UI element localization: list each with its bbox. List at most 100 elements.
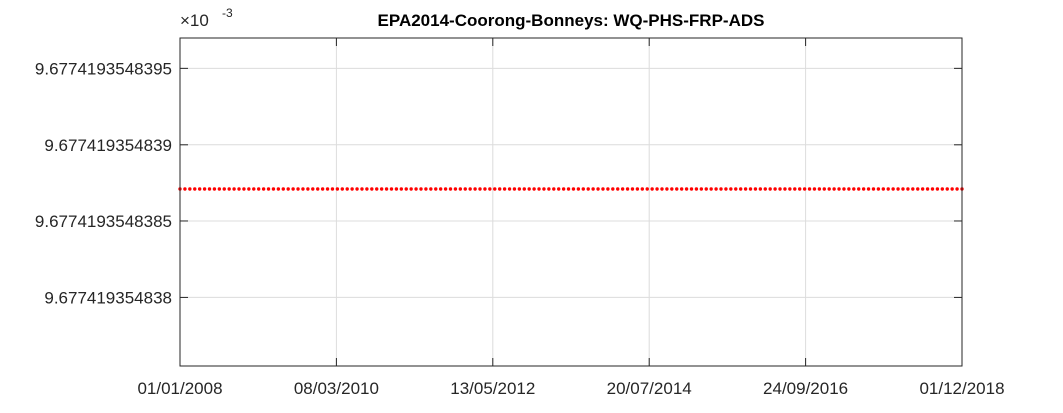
x-tick-label: 01/01/2008	[137, 379, 222, 398]
data-point	[758, 187, 763, 191]
data-point	[360, 187, 364, 191]
data-point	[689, 187, 694, 191]
data-point	[522, 187, 526, 191]
data-point	[620, 187, 625, 191]
data-point	[561, 187, 566, 191]
data-point	[261, 187, 266, 191]
data-point	[394, 187, 399, 191]
data-point	[193, 187, 197, 191]
data-point	[930, 187, 935, 191]
data-point	[788, 187, 792, 191]
data-point	[699, 187, 704, 191]
data-point	[202, 187, 207, 191]
data-point	[271, 187, 276, 191]
data-point	[237, 187, 241, 191]
data-point	[763, 187, 767, 191]
data-point	[281, 187, 285, 191]
data-point	[596, 187, 600, 191]
data-point	[384, 187, 389, 191]
x-tick-label: 13/05/2012	[450, 379, 535, 398]
data-point	[601, 187, 605, 191]
data-point	[311, 187, 315, 191]
data-point	[473, 187, 477, 191]
data-point	[920, 187, 925, 191]
data-point	[714, 187, 718, 191]
data-point	[709, 187, 713, 191]
data-point	[414, 187, 418, 191]
data-point	[532, 187, 536, 191]
data-point	[379, 187, 384, 191]
data-point	[291, 187, 295, 191]
data-point	[591, 187, 595, 191]
data-point	[340, 187, 345, 191]
data-point	[438, 187, 443, 191]
data-point	[861, 187, 866, 191]
data-point	[183, 187, 187, 191]
data-point	[483, 187, 487, 191]
data-point	[547, 187, 551, 191]
y-tick-label: 9.677419354838	[44, 288, 172, 307]
y-tick-label: 9.6774193548385	[35, 212, 172, 231]
data-point	[389, 187, 394, 191]
data-point	[502, 187, 507, 191]
data-point	[881, 187, 886, 191]
data-point	[207, 187, 212, 191]
data-point	[581, 187, 585, 191]
data-point	[247, 187, 251, 191]
series-layer	[178, 187, 964, 191]
data-point	[566, 187, 571, 191]
x-tick-label: 24/09/2016	[763, 379, 848, 398]
data-point	[355, 187, 359, 191]
data-point	[301, 187, 305, 191]
data-point	[527, 187, 531, 191]
data-point	[453, 187, 458, 191]
data-point	[493, 187, 497, 191]
data-point	[852, 187, 856, 191]
data-point	[940, 187, 945, 191]
data-point	[645, 187, 649, 191]
data-point	[429, 187, 433, 191]
data-point	[419, 187, 423, 191]
data-point	[227, 187, 231, 191]
data-point	[286, 187, 290, 191]
data-point	[468, 187, 472, 191]
data-point	[557, 187, 561, 191]
data-point	[655, 187, 659, 191]
data-point	[552, 187, 556, 191]
data-point	[743, 187, 748, 191]
data-point	[399, 187, 404, 191]
data-point	[955, 187, 959, 191]
data-point	[866, 187, 871, 191]
data-point	[906, 187, 910, 191]
data-point	[217, 187, 222, 191]
data-point	[232, 187, 236, 191]
data-point	[945, 187, 949, 191]
data-point	[812, 187, 817, 191]
data-point	[738, 187, 743, 191]
data-point	[630, 187, 635, 191]
data-point	[871, 187, 876, 191]
data-point	[330, 187, 335, 191]
data-point	[463, 187, 467, 191]
data-point	[842, 187, 846, 191]
data-point	[783, 187, 787, 191]
y-exponent-base: ×10	[180, 11, 209, 30]
data-point	[675, 187, 679, 191]
data-point	[679, 187, 684, 191]
data-point	[375, 187, 379, 191]
data-point	[916, 187, 920, 191]
data-point	[424, 187, 428, 191]
x-tick-label: 08/03/2010	[294, 379, 379, 398]
data-point	[950, 187, 954, 191]
data-point	[335, 187, 340, 191]
data-point	[665, 187, 669, 191]
data-point	[306, 187, 310, 191]
data-point	[650, 187, 654, 191]
data-point	[252, 187, 256, 191]
data-point	[266, 187, 271, 191]
data-point	[822, 187, 826, 191]
data-point	[901, 187, 905, 191]
data-point	[896, 187, 900, 191]
grid-layer	[180, 38, 962, 366]
